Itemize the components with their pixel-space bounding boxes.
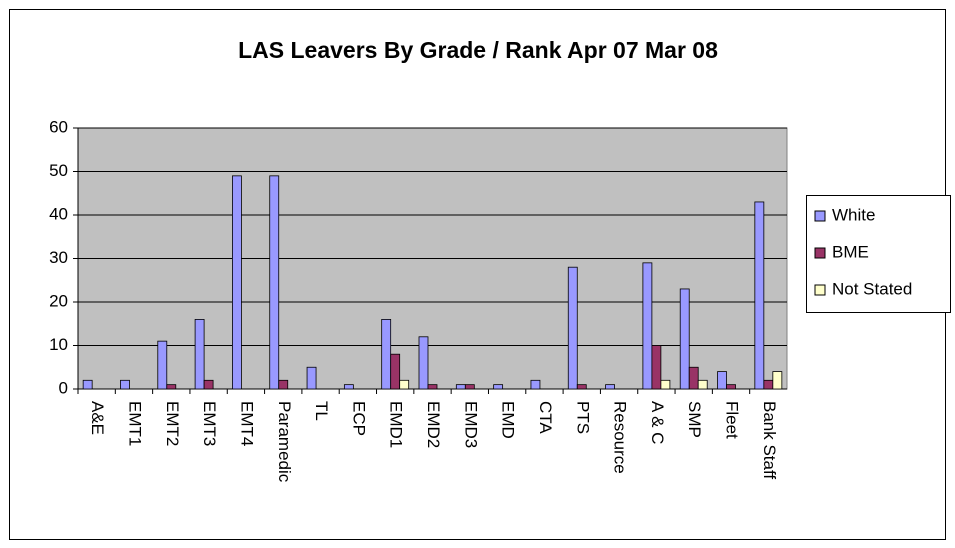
bar	[567, 266, 578, 390]
bar	[278, 379, 289, 390]
bar	[642, 262, 653, 390]
x-tick-label: EMD1	[387, 401, 406, 448]
bar	[306, 366, 317, 390]
bar	[726, 384, 736, 390]
y-tick-label: 10	[49, 335, 68, 354]
bar	[763, 379, 774, 390]
bar	[679, 288, 690, 390]
y-tick-label: 50	[49, 161, 68, 180]
bar	[688, 366, 699, 390]
bar	[232, 175, 242, 390]
legend-swatch	[814, 284, 826, 296]
x-tick-label: A & C	[648, 401, 667, 444]
bar	[455, 384, 466, 390]
legend-label: White	[832, 205, 875, 224]
bar	[605, 384, 615, 390]
legend-swatch	[814, 247, 826, 259]
bar	[157, 340, 168, 390]
y-tick-label: 40	[49, 204, 68, 223]
x-tick-label: CTA	[536, 401, 555, 434]
x-tick-label: ECP	[349, 401, 368, 436]
x-tick-label: EMD	[499, 401, 518, 439]
bar	[418, 336, 429, 390]
x-tick-label: EMT2	[163, 401, 182, 446]
bar	[203, 379, 214, 390]
legend-box	[806, 195, 951, 313]
x-tick-label: PTS	[573, 401, 592, 434]
bar	[697, 379, 708, 390]
x-tick-label: Fleet	[723, 401, 742, 439]
x-tick-label: TL	[312, 401, 331, 421]
bar	[269, 175, 280, 390]
legend-label: Not Stated	[832, 279, 912, 298]
x-tick-label: SMP	[685, 401, 704, 438]
bar	[660, 379, 671, 390]
bar	[194, 318, 205, 390]
bar	[381, 318, 392, 390]
legend-label: BME	[832, 242, 869, 261]
x-tick-label: EMD2	[424, 401, 443, 448]
x-tick-label: EMD3	[461, 401, 480, 448]
y-tick-label: 0	[59, 378, 68, 397]
bar	[754, 201, 765, 390]
bar	[82, 379, 93, 390]
x-tick-label: Paramedic	[275, 401, 294, 483]
bar	[576, 384, 587, 390]
bar	[390, 353, 401, 390]
bar	[343, 384, 354, 390]
x-tick-label: A&E	[88, 401, 107, 435]
legend-swatch	[814, 210, 826, 222]
y-tick-label: 30	[49, 248, 68, 267]
bar	[166, 384, 177, 390]
bar	[717, 371, 727, 390]
x-tick-label: EMT3	[200, 401, 219, 446]
bar	[772, 371, 783, 390]
bar	[493, 384, 504, 390]
x-tick-label: Resource	[611, 401, 630, 474]
bar	[464, 384, 475, 390]
x-tick-label: Bank Staff	[760, 401, 779, 479]
x-tick-label: EMT1	[125, 401, 144, 446]
bar	[530, 379, 541, 390]
bar	[120, 379, 130, 390]
y-tick-label: 20	[49, 291, 68, 310]
bar	[399, 379, 410, 390]
x-tick-label: EMT4	[237, 401, 256, 446]
y-tick-label: 60	[49, 117, 68, 136]
bar	[651, 345, 662, 390]
bar	[427, 384, 438, 390]
chart-title: LAS Leavers By Grade / Rank Apr 07 Mar 0…	[238, 37, 718, 63]
